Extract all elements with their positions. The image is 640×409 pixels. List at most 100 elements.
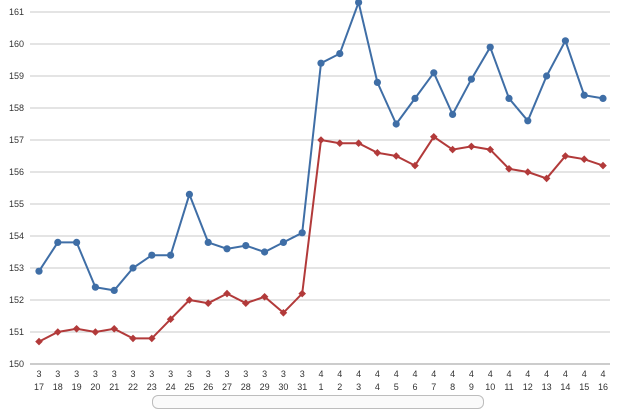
- data-point: [373, 149, 382, 157]
- data-point: [148, 251, 156, 259]
- x-tick-month: 3: [55, 369, 60, 379]
- y-tick-label: 151: [9, 327, 24, 337]
- data-point: [561, 152, 570, 160]
- x-tick-labels: 3173183193203213223233243253263273283293…: [34, 369, 608, 392]
- x-tick-month: 3: [206, 369, 211, 379]
- data-point: [580, 155, 588, 163]
- data-point: [261, 248, 269, 256]
- y-tick-labels: 150 151 152 153 154 155 156 157 158 159 160 161: [9, 7, 24, 369]
- x-tick-day: 14: [560, 382, 570, 392]
- data-point: [298, 229, 306, 237]
- x-tick-day: 16: [598, 382, 608, 392]
- data-point: [129, 264, 137, 272]
- data-point: [54, 328, 62, 336]
- y-tick-label: 161: [9, 7, 24, 17]
- data-point: [411, 94, 419, 102]
- y-tick-label: 153: [9, 263, 24, 273]
- data-point: [242, 299, 250, 307]
- x-tick-month: 4: [431, 369, 436, 379]
- x-tick-day: 5: [394, 382, 399, 392]
- x-tick-month: 4: [356, 369, 361, 379]
- x-tick-month: 4: [525, 369, 530, 379]
- data-point: [204, 238, 212, 246]
- x-tick-day: 9: [469, 382, 474, 392]
- x-tick-day: 17: [34, 382, 44, 392]
- data-point: [317, 59, 325, 67]
- data-point: [430, 133, 438, 141]
- x-tick-month: 3: [281, 369, 286, 379]
- x-tick-day: 24: [166, 382, 176, 392]
- x-tick-day: 13: [542, 382, 552, 392]
- data-point: [185, 190, 193, 198]
- data-point: [185, 296, 194, 304]
- y-tick-label: 155: [9, 199, 24, 209]
- data-point: [35, 337, 43, 346]
- series-line: [38, 135, 604, 343]
- x-tick-day: 26: [203, 382, 213, 392]
- legend-box: [152, 395, 484, 409]
- x-tick-day: 19: [72, 382, 82, 392]
- data-point: [542, 174, 551, 183]
- data-point: [110, 286, 118, 294]
- data-point: [91, 283, 99, 291]
- data-point: [505, 165, 513, 173]
- series-2: [35, 133, 607, 346]
- data-point: [91, 328, 100, 336]
- x-tick-month: 3: [168, 369, 173, 379]
- data-point: [599, 161, 607, 170]
- x-tick-month: 4: [544, 369, 549, 379]
- x-tick-month: 3: [262, 369, 267, 379]
- x-tick-day: 20: [90, 382, 100, 392]
- data-point: [167, 251, 175, 259]
- x-tick-day: 6: [412, 382, 417, 392]
- y-tick-label: 152: [9, 295, 24, 305]
- y-tick-label: 160: [9, 39, 24, 49]
- y-tick-label: 159: [9, 71, 24, 81]
- x-tick-day: 1: [318, 382, 323, 392]
- x-tick-month: 3: [243, 369, 248, 379]
- data-point: [411, 161, 419, 170]
- x-tick-day: 3: [356, 382, 361, 392]
- x-tick-month: 3: [74, 369, 79, 379]
- x-tick-month: 3: [130, 369, 135, 379]
- series-1: [35, 0, 607, 294]
- x-tick-day: 12: [523, 382, 533, 392]
- x-tick-day: 25: [184, 382, 194, 392]
- x-tick-day: 30: [278, 382, 288, 392]
- x-tick-day: 28: [241, 382, 251, 392]
- x-tick-day: 15: [579, 382, 589, 392]
- x-tick-month: 3: [224, 369, 229, 379]
- data-point: [72, 325, 81, 333]
- y-tick-label: 154: [9, 231, 24, 241]
- data-point: [543, 72, 551, 80]
- data-point: [204, 299, 212, 307]
- data-point: [73, 238, 81, 246]
- x-tick-month: 4: [412, 369, 417, 379]
- data-point: [35, 267, 43, 275]
- data-point: [355, 0, 363, 6]
- x-tick-month: 4: [469, 369, 474, 379]
- y-tick-label: 158: [9, 103, 24, 113]
- data-point: [430, 69, 438, 77]
- x-tick-month: 3: [36, 369, 41, 379]
- data-point: [448, 145, 457, 154]
- x-tick-month: 4: [582, 369, 587, 379]
- y-tick-label: 156: [9, 167, 24, 177]
- data-point: [298, 289, 306, 298]
- data-point: [336, 139, 344, 147]
- x-tick-month: 4: [488, 369, 493, 379]
- data-point: [260, 293, 269, 301]
- x-tick-day: 22: [128, 382, 138, 392]
- data-point: [317, 136, 325, 144]
- data-point: [54, 238, 62, 246]
- x-tick-month: 3: [93, 369, 98, 379]
- x-tick-day: 21: [109, 382, 119, 392]
- data-point: [373, 78, 381, 86]
- data-point: [129, 334, 137, 343]
- data-point: [148, 334, 156, 343]
- data-point: [580, 91, 588, 99]
- x-tick-month: 4: [506, 369, 511, 379]
- x-tick-day: 10: [485, 382, 495, 392]
- series-layer: [35, 0, 607, 346]
